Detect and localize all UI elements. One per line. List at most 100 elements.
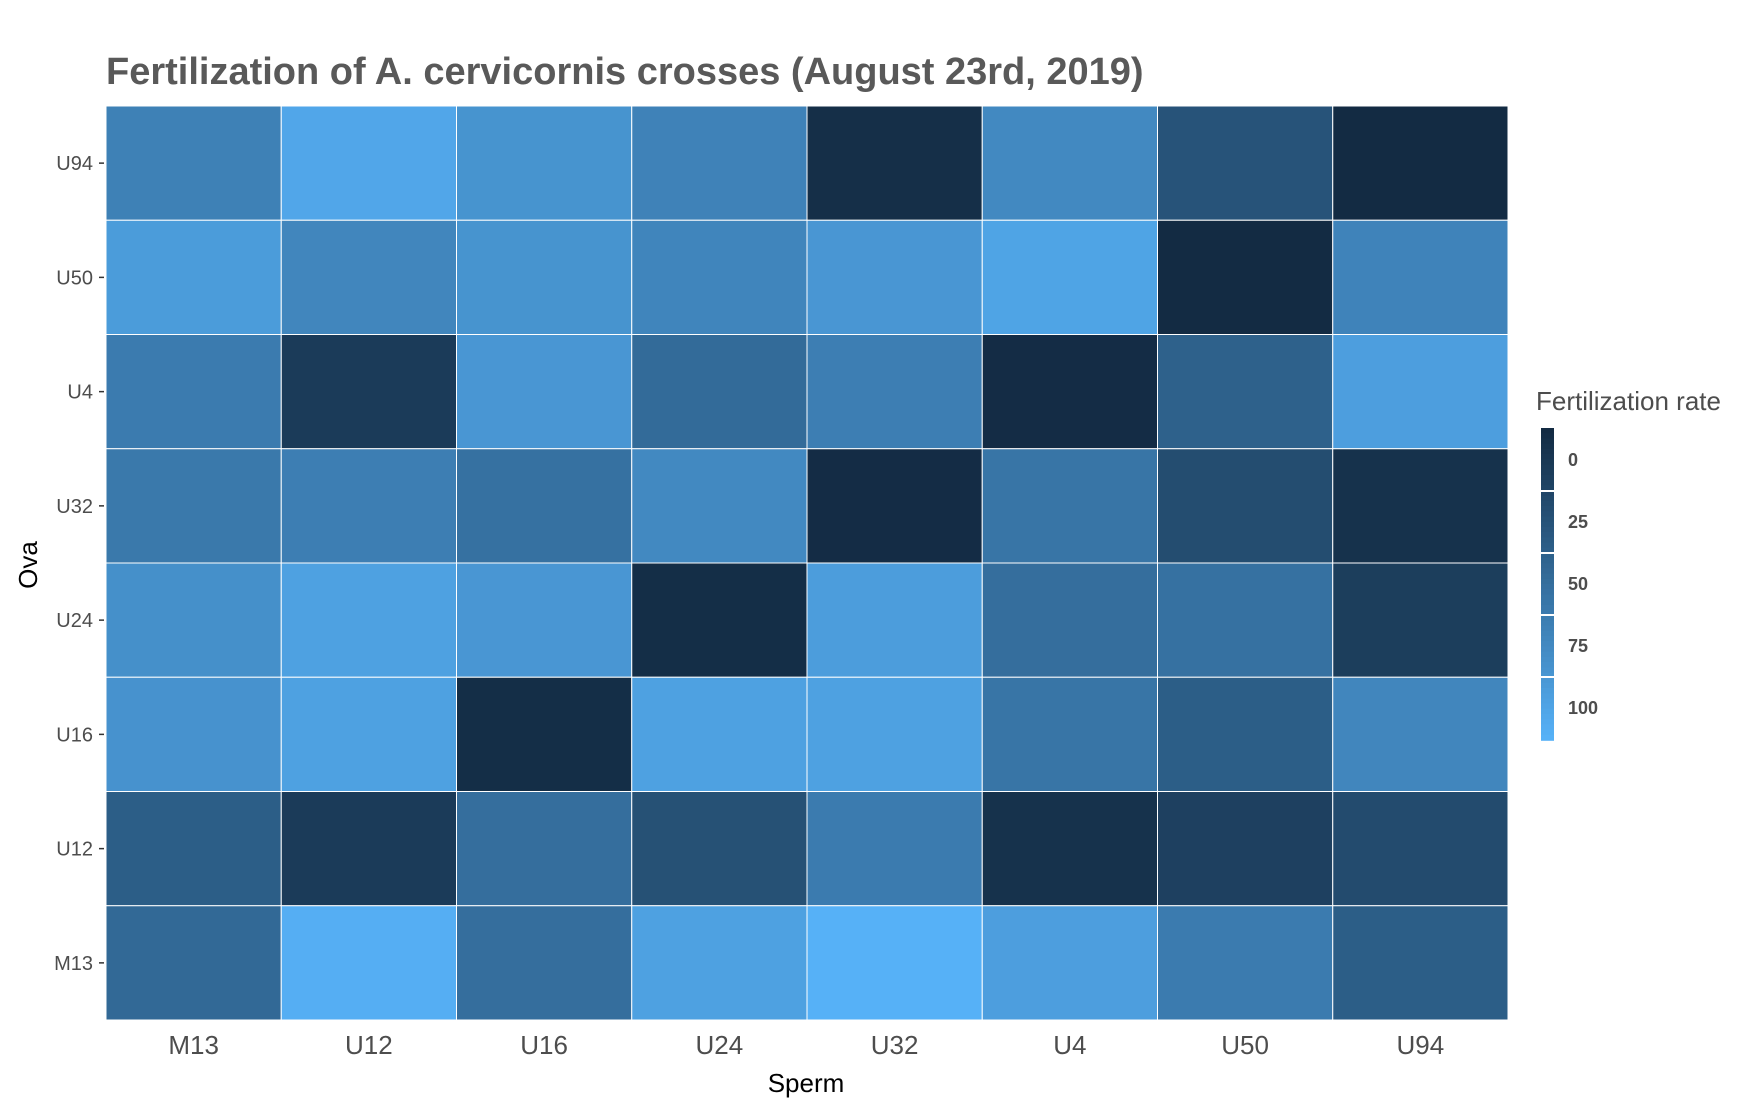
legend-gradient-step (1541, 578, 1554, 585)
heatmap-cell (456, 562, 633, 678)
y-tick-label: M13 (54, 953, 93, 975)
legend-gradient-step (1541, 667, 1554, 674)
legend-title: Fertilization rate (1536, 386, 1721, 416)
legend-labels: 0 25 50 75 100 (1568, 450, 1598, 718)
heatmap-cell (105, 334, 282, 450)
legend-gradient-step (1541, 693, 1554, 700)
x-axis-title: Sperm (768, 1068, 845, 1098)
legend-gradient-step (1541, 604, 1554, 611)
heatmap-cell (1332, 219, 1509, 335)
heatmap-cell (280, 905, 457, 1021)
heatmap-cell (1157, 334, 1334, 450)
heatmap-cell (981, 448, 1158, 564)
legend-gradient-step (1541, 563, 1554, 570)
x-tick-label: U94 (1397, 1030, 1445, 1060)
heatmap-cell (456, 448, 633, 564)
heatmap-cell (456, 334, 633, 450)
heatmap-cell (456, 105, 633, 221)
x-tick-label: U4 (1053, 1030, 1086, 1060)
legend-gradient-step (1541, 703, 1554, 710)
heatmap-cell (1157, 791, 1334, 907)
heatmap-cell (280, 791, 457, 907)
legend-gradient-step (1541, 620, 1554, 627)
legend-gradient-step (1541, 672, 1554, 679)
legend: Fertilization rate 0 25 50 75 100 (1536, 386, 1721, 741)
legend-gradient-step (1541, 584, 1554, 590)
x-axis-ticks: M13 U12 U16 U24 U32 U4 U50 U94 (168, 1030, 1444, 1060)
legend-gradient-step (1541, 532, 1554, 538)
y-axis-ticks: U94 U50 U4 U32 U24 U16 U12 M13 (54, 153, 104, 975)
heatmap-cell (806, 676, 983, 792)
x-tick-label: M13 (168, 1030, 219, 1060)
x-tick-label: U16 (520, 1030, 568, 1060)
heatmap-cell (1157, 105, 1334, 221)
heatmap-cell (1157, 905, 1334, 1021)
legend-gradient-step (1541, 688, 1554, 694)
heatmap-cell (981, 676, 1158, 792)
x-tick-label: U12 (345, 1030, 393, 1060)
heatmap-cell (1332, 448, 1509, 564)
heatmap-cell (1332, 334, 1509, 450)
legend-gradient-step (1541, 599, 1554, 606)
heatmap-cell (456, 905, 633, 1021)
heatmap-cell (981, 905, 1158, 1021)
y-tick-label: U24 (56, 610, 93, 632)
heatmap-cell (280, 448, 457, 564)
legend-gradient-step (1541, 516, 1554, 523)
legend-gradient-step (1541, 485, 1554, 492)
legend-gradient-step (1541, 537, 1554, 544)
legend-gradient-step (1541, 506, 1554, 512)
heatmap-cell (105, 562, 282, 678)
heatmap-cell (280, 676, 457, 792)
heatmap-cell (806, 562, 983, 678)
legend-gradient-step (1541, 630, 1554, 637)
heatmap-cell (105, 105, 282, 221)
heatmap-cell (806, 105, 983, 221)
legend-gradient-step (1541, 594, 1554, 601)
heatmap-cell (1332, 562, 1509, 678)
heatmap-cell (105, 219, 282, 335)
heatmap-cell (981, 791, 1158, 907)
legend-gradient-step (1541, 495, 1554, 502)
legend-gradient-step (1541, 589, 1554, 596)
legend-gradient-step (1541, 552, 1554, 559)
heatmap-cell (806, 448, 983, 564)
legend-gradient-step (1541, 724, 1554, 731)
heatmap-cell (981, 562, 1158, 678)
heatmap-cell (631, 448, 808, 564)
legend-gradient-step (1541, 459, 1554, 466)
legend-gradient-step (1541, 464, 1554, 471)
legend-gradient-step (1541, 448, 1554, 455)
legend-gradient-step (1541, 636, 1554, 642)
legend-gradient-step (1541, 558, 1554, 564)
legend-gradient-step (1541, 729, 1554, 736)
legend-gradient-step (1541, 651, 1554, 658)
y-tick-label: U32 (56, 496, 93, 518)
heatmap-cell (806, 334, 983, 450)
legend-label: 0 (1568, 450, 1578, 470)
y-tick-label: U50 (56, 267, 93, 289)
legend-gradient-step (1541, 428, 1554, 434)
legend-gradient-step (1541, 500, 1554, 507)
legend-gradient-step (1541, 511, 1554, 518)
heatmap-cell (631, 905, 808, 1021)
legend-colorbar (1541, 428, 1554, 741)
heatmap-cell (1157, 448, 1334, 564)
legend-gradient-step (1541, 433, 1554, 440)
heatmap-cell (631, 334, 808, 450)
heatmap-cell (631, 562, 808, 678)
legend-gradient-step (1541, 438, 1554, 445)
y-tick-label: U16 (56, 724, 93, 746)
heatmap-cell (631, 219, 808, 335)
heatmap-cell (806, 905, 983, 1021)
legend-label: 50 (1568, 574, 1588, 594)
heatmap-cell (456, 219, 633, 335)
legend-gradient-step (1541, 734, 1554, 741)
y-axis-title: Ova (13, 541, 43, 589)
heatmap-cell (105, 905, 282, 1021)
heatmap-cell (1157, 676, 1334, 792)
legend-gradient-step (1541, 490, 1554, 497)
x-tick-label: U50 (1221, 1030, 1269, 1060)
